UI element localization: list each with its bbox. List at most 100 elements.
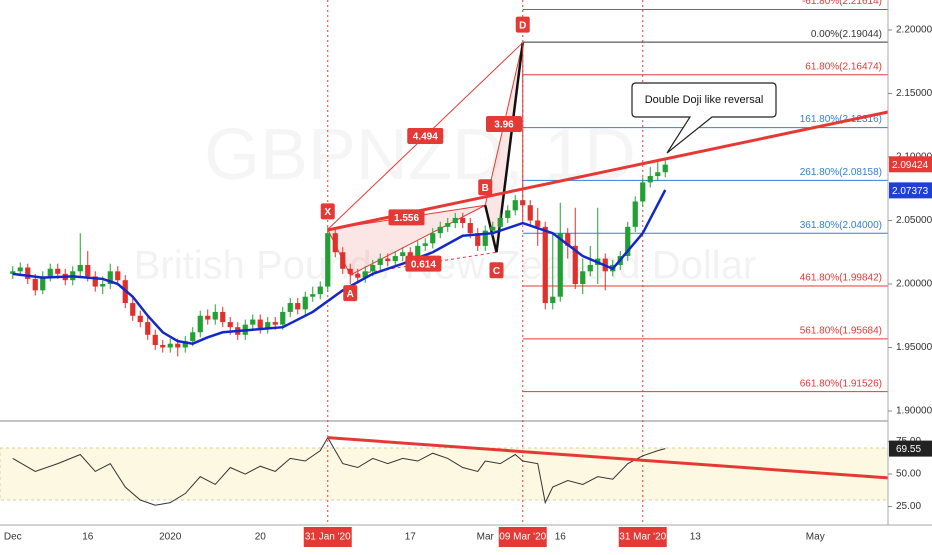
candle-body <box>550 296 556 304</box>
rsi-tick-label: 25.00 <box>896 501 921 512</box>
candle-body <box>212 311 218 320</box>
pattern-point-label: D <box>519 20 526 31</box>
candle-body <box>452 217 458 224</box>
candle-body <box>115 271 121 281</box>
candle-body <box>527 205 533 221</box>
pattern-point-badge <box>515 16 530 33</box>
candle-body <box>100 284 106 287</box>
candle-body <box>437 226 443 234</box>
callout-box <box>631 82 777 154</box>
candle-body <box>175 343 181 348</box>
candle-body <box>340 252 346 269</box>
candle-body <box>257 319 263 329</box>
x-tick-label: Dec <box>4 532 22 543</box>
fib-label: 561.80%(1.95684) <box>800 325 882 336</box>
candle-body <box>182 341 188 348</box>
moving-average <box>12 189 667 345</box>
candle-body <box>55 268 61 274</box>
candle-body <box>302 296 308 310</box>
y-tick-label: 1.95000 <box>896 342 932 353</box>
candle-body <box>587 264 593 272</box>
candle-body <box>17 267 23 272</box>
y-tick-label: 2.15000 <box>896 88 932 99</box>
ratio-label: 1.556 <box>394 213 419 224</box>
candle-body <box>370 264 376 272</box>
candle-body <box>167 343 173 348</box>
candle-body <box>310 294 316 297</box>
rsi-badge <box>889 440 932 457</box>
candle-body <box>655 172 661 177</box>
candle-body <box>355 273 361 278</box>
candle-body <box>407 252 413 259</box>
price-badge <box>889 156 932 173</box>
time-badge <box>498 527 547 547</box>
candle-body <box>40 276 46 291</box>
candle-body <box>145 322 151 335</box>
candle-body <box>332 233 338 253</box>
candle-body <box>85 264 91 277</box>
candle-body <box>640 182 646 202</box>
candle-body <box>280 311 286 325</box>
pattern-point-label: B <box>482 183 489 194</box>
candle-body <box>205 315 211 320</box>
ratio-label: 0.614 <box>411 259 436 270</box>
candle-body <box>250 319 256 325</box>
candle-body <box>580 271 586 285</box>
candle-body <box>445 223 451 227</box>
x-tick-label: May <box>806 532 825 543</box>
y-tick-label: 1.90000 <box>896 406 932 417</box>
pattern-point-badge <box>343 285 358 302</box>
candle-body <box>10 271 16 274</box>
candle-body <box>535 220 541 227</box>
candle-body <box>460 217 466 224</box>
candle-body <box>107 271 113 285</box>
ratio-badge <box>486 115 522 132</box>
fib-label: 0.00%(2.19044) <box>811 29 882 40</box>
candle-body <box>520 200 526 206</box>
ratio-label: 3.96 <box>494 120 514 131</box>
candle-body <box>662 164 668 173</box>
fib-label: 361.80%(2.04000) <box>800 220 882 231</box>
candle-body <box>160 344 166 348</box>
candle-body <box>377 258 383 265</box>
fib-label: 161.80%(2.12316) <box>800 114 882 125</box>
x-tick-label: 17 <box>405 532 417 543</box>
rsi-tick-label: 50.00 <box>896 469 921 480</box>
time-badge <box>303 527 352 547</box>
watermark-subtitle: British Pound / New Zealand Dollar <box>134 244 757 288</box>
candle-body <box>490 226 496 231</box>
candle-body <box>497 217 503 227</box>
watermark: GBPNZD, 1D <box>204 115 636 195</box>
candle-body <box>325 233 331 287</box>
candle-body <box>130 303 136 316</box>
fib-label: 661.80%(1.91526) <box>800 378 882 389</box>
candle-body <box>512 200 518 211</box>
x-tick-label: 16 <box>82 532 94 543</box>
x-tick-label: 31 Jan '20 <box>305 532 351 543</box>
rsi-band <box>0 447 889 501</box>
candle-body <box>362 271 368 278</box>
fib-label: 261.80%(2.08158) <box>800 167 882 178</box>
candle-body <box>475 233 481 246</box>
candle-body <box>152 334 158 345</box>
candle-body <box>400 252 406 257</box>
ratio-badge <box>405 255 442 272</box>
rsi-line <box>12 436 666 506</box>
ratio-badge <box>407 128 444 145</box>
candle-body <box>385 258 391 262</box>
candle-body <box>392 256 398 262</box>
pattern-point-label: X <box>324 207 331 218</box>
candle-body <box>422 243 428 246</box>
candle-body <box>347 268 353 274</box>
fib-label: -61.80%(2.21614) <box>802 0 882 7</box>
candle-body <box>190 332 196 342</box>
x-tick-label: 13 <box>690 532 702 543</box>
candle-body <box>557 233 563 297</box>
fib-label: 461.80%(1.99842) <box>800 273 882 284</box>
x-tick-label: 09 Mar '20 <box>499 532 546 543</box>
pattern-point-label: A <box>347 289 354 300</box>
callout-text: Double Doji like reversal <box>645 94 764 106</box>
candle-body <box>32 278 38 291</box>
